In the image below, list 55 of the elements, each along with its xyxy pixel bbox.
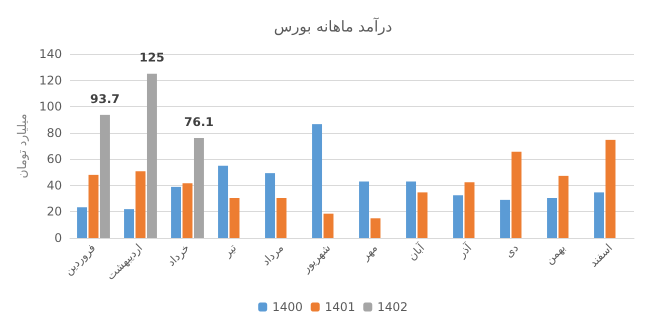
x-tick-label: آذر [454, 240, 475, 261]
bar [406, 181, 416, 238]
y-tick-label: 80 [46, 126, 62, 140]
bar [558, 176, 568, 238]
bar [594, 192, 604, 238]
x-tick-label: تیر [220, 241, 240, 260]
bar [370, 218, 380, 238]
x-tick-label: فروردین [62, 241, 98, 278]
bar [276, 198, 286, 238]
bar [324, 214, 334, 238]
x-tick-label: مهر [358, 241, 380, 264]
data-label: 76.1 [184, 114, 214, 129]
y-tick-label: 40 [46, 178, 62, 192]
legend-label: 1401 [324, 300, 356, 314]
bar [500, 200, 510, 238]
bar [418, 192, 428, 238]
bar [194, 138, 204, 238]
y-tick-label: 120 [39, 73, 62, 88]
x-tick-label: خرداد [164, 241, 192, 269]
x-tick-label: مرداد [259, 241, 286, 268]
legend-label: 1400 [272, 300, 303, 314]
x-tick-label: اردیبهشت [104, 241, 146, 283]
y-axis-title: میلیارد تومان [15, 114, 30, 178]
bar [136, 171, 146, 238]
bar [230, 198, 240, 238]
bar [88, 174, 98, 238]
x-tick-label: آبان [404, 240, 428, 263]
bar [312, 124, 322, 238]
bar [359, 181, 370, 238]
y-tick-label: 20 [46, 204, 62, 219]
bar [146, 74, 157, 238]
y-tick-label: 0 [54, 231, 62, 245]
bar [171, 186, 182, 238]
bar [453, 195, 464, 238]
bar [218, 166, 228, 238]
bar [100, 114, 110, 238]
chart-title: درآمد ماهانه بورس [274, 16, 392, 36]
data-label: 125 [139, 50, 164, 65]
bar [547, 198, 558, 238]
y-tick-label: 140 [39, 47, 62, 61]
bar [606, 140, 616, 238]
bar [182, 183, 192, 238]
bar [464, 182, 474, 238]
x-tick-label: شهریور [298, 241, 334, 276]
data-label: 93.7 [90, 92, 120, 106]
x-tick-label: اسفند [586, 241, 616, 270]
legend-label: 1402 [377, 300, 408, 314]
bar [265, 173, 276, 238]
bar [77, 207, 88, 238]
bar [124, 209, 134, 238]
y-tick-label: 100 [39, 100, 62, 114]
bar [512, 152, 522, 238]
x-tick-label: دی [502, 241, 522, 260]
y-tick-label: 60 [46, 152, 62, 166]
x-tick-label: بهمن [542, 241, 568, 267]
